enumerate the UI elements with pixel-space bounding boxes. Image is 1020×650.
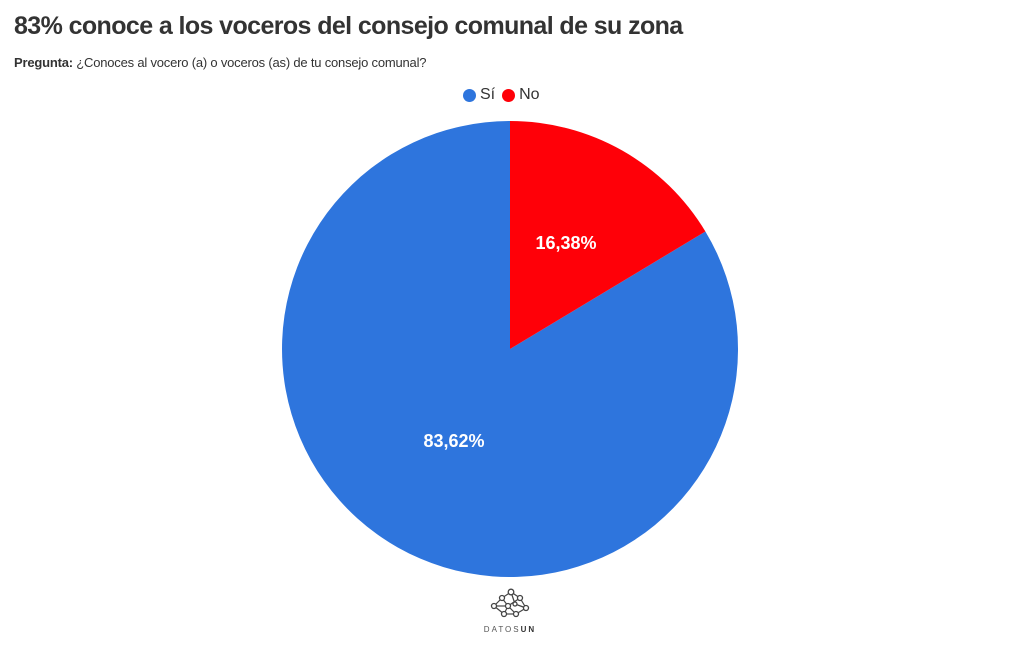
datosun-logo: DATOSUN (478, 588, 542, 634)
slice-label-no: 16,38% (535, 233, 596, 253)
legend-label: No (519, 86, 540, 103)
network-logo-icon (490, 588, 530, 618)
chart-legend: Sí No (463, 86, 547, 104)
legend-item-no[interactable]: No (502, 86, 540, 104)
legend-label: Sí (480, 86, 496, 103)
logo-text: DATOSUN (478, 625, 542, 634)
pie-slice-no[interactable] (510, 121, 706, 349)
legend-item-si[interactable]: Sí (463, 86, 495, 104)
slice-label-si: 83,62% (423, 431, 484, 451)
subtitle-label: Pregunta: (14, 55, 73, 70)
pie-slice-si[interactable] (282, 121, 739, 577)
chart-title: 83% conoce a los voceros del consejo com… (14, 12, 683, 40)
subtitle-question: ¿Conoces al vocero (a) o voceros (as) de… (72, 55, 427, 70)
legend-dot-icon (502, 88, 516, 102)
logo-text-datos: DATOS (483, 625, 521, 634)
logo-text-un: UN (520, 625, 537, 634)
chart-subtitle: Pregunta: ¿Conoces al vocero (a) o vocer… (14, 55, 426, 70)
legend-dot-icon (463, 88, 476, 102)
